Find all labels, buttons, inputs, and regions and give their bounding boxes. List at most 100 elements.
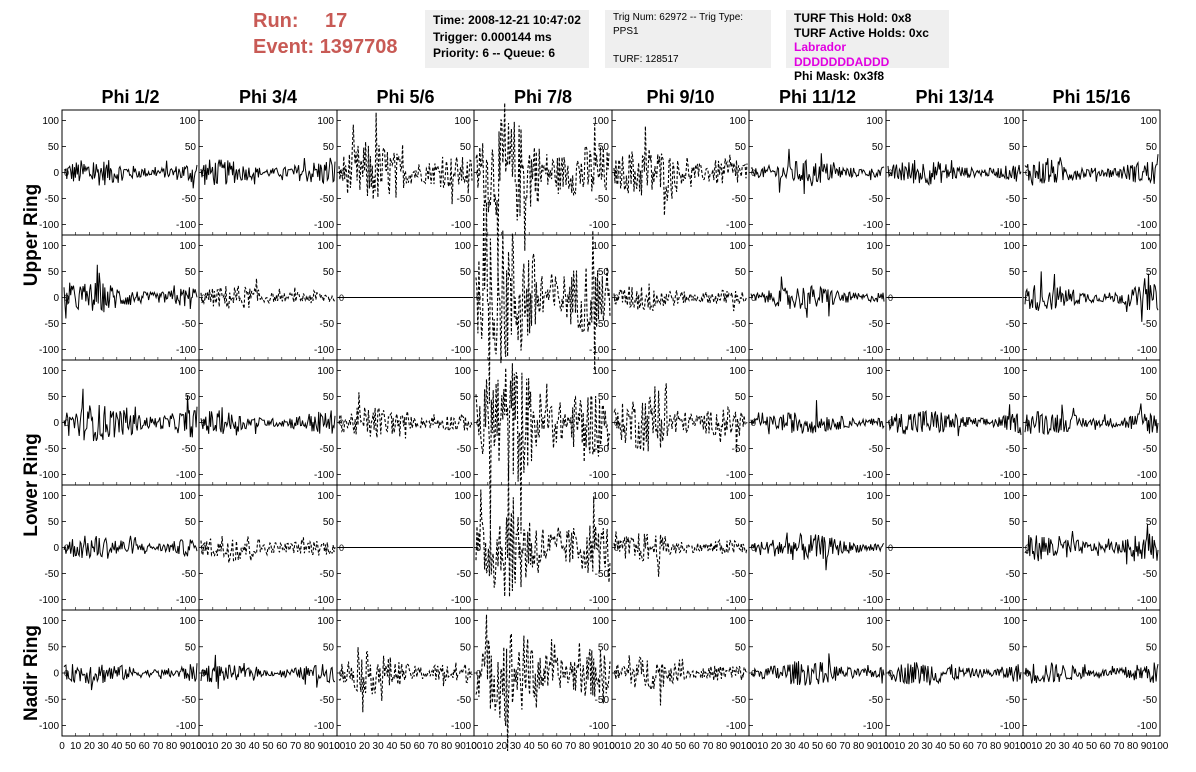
xtick-label-c8-9: 90 <box>1141 741 1153 752</box>
column-header-1: Phi 1/2 <box>101 87 159 107</box>
ytick-label-r4-c8-0: 100 <box>1140 491 1157 502</box>
column-header-5: Phi 9/10 <box>646 87 714 107</box>
ytick-label-r2-c4-1: 50 <box>598 267 610 278</box>
ytick-label-r2-c7-4: -100 <box>1000 345 1020 356</box>
time-info-box: Time: 2008-12-21 10:47:02 Trigger: 0.000… <box>425 10 589 68</box>
ytick-label-r2-c2-1: 50 <box>323 267 335 278</box>
ytick-label-r4-c7-0: 100 <box>1003 491 1020 502</box>
ytick-label-r5-c5-4: -100 <box>726 721 746 732</box>
ytick-label-r4-c4-1: 50 <box>598 517 610 528</box>
ytick-label-r3-c3-4: -100 <box>451 470 471 481</box>
ytick-label-r2-c7-3: -50 <box>1006 319 1021 330</box>
column-header-8: Phi 15/16 <box>1052 87 1130 107</box>
ytick-label-r2-c8-1: 50 <box>1146 267 1158 278</box>
event-line: Event: 1397708 <box>253 34 418 60</box>
ytick-label-r3-c6-1: 50 <box>872 392 884 403</box>
xtick-label-c1-8: 80 <box>166 741 178 752</box>
waveform-r3-c4 <box>475 363 611 534</box>
ytick-label-r3-c3-3: -50 <box>457 444 472 455</box>
xtick-label-c4-4: 40 <box>524 741 536 752</box>
waveform-r1-c1 <box>63 160 198 189</box>
ytick-label-r3-c4-4: -100 <box>589 470 609 481</box>
ytick-label-r5-c4-3: -50 <box>595 695 610 706</box>
xtick-label-c7-8: 80 <box>990 741 1002 752</box>
ytick-label-r4-c3-0: 100 <box>454 491 471 502</box>
turf-this-hold-text: TURF This Hold: 0x8 <box>794 11 912 25</box>
ytick-label-r2-c5-0: 100 <box>729 241 746 252</box>
turf-info-box: TURF This Hold: 0x8 TURF Active Holds: 0… <box>786 10 949 83</box>
column-header-6: Phi 11/12 <box>779 87 856 107</box>
waveform-r5-c7 <box>887 662 1022 686</box>
ytick-label-r2-c3-3: -50 <box>457 319 472 330</box>
xtick-label-c2-3: 30 <box>235 741 247 752</box>
xtick-label-c1-4: 40 <box>111 741 123 752</box>
ytick-zero-r2-c6: 0 <box>751 293 756 303</box>
ytick-label-r3-c4-1: 50 <box>598 392 610 403</box>
ytick-label-r5-c8-3: -50 <box>1143 695 1158 706</box>
xtick-label-c7-3: 30 <box>922 741 934 752</box>
ytick-label-r1-c4-0: 100 <box>592 116 609 127</box>
ytick-label-left-r2-3: -50 <box>45 319 60 330</box>
ytick-label-r3-c3-1: 50 <box>460 392 472 403</box>
ytick-label-r4-c6-3: -50 <box>869 569 884 580</box>
ytick-label-r5-c2-4: -100 <box>314 721 334 732</box>
xtick-label-c2-10: 100 <box>329 741 346 752</box>
ytick-label-r1-c1-1: 50 <box>185 142 197 153</box>
ytick-label-r1-c8-0: 100 <box>1140 116 1157 127</box>
ytick-label-left-r2-4: -100 <box>39 345 59 356</box>
row-label-3: Lower Ring <box>21 433 42 536</box>
ytick-zero-r4-c8: 0 <box>1025 543 1030 553</box>
xtick-label-c6-2: 20 <box>771 741 783 752</box>
ytick-label-r1-c4-3: -50 <box>595 194 610 205</box>
run-value: 17 <box>325 10 348 32</box>
ytick-label-r1-c8-4: -100 <box>1137 220 1157 231</box>
ytick-label-r3-c1-1: 50 <box>185 392 197 403</box>
xtick-label-c8-6: 60 <box>1100 741 1112 752</box>
run-label: Run: <box>253 10 299 32</box>
ytick-label-r1-c2-0: 100 <box>317 116 334 127</box>
waveform-r3-c3 <box>338 392 473 439</box>
xtick-label-c4-8: 80 <box>579 741 591 752</box>
waveform-r5-c5 <box>613 655 748 706</box>
ytick-label-r4-c5-1: 50 <box>735 517 747 528</box>
ytick-label-r5-c3-0: 100 <box>454 616 471 627</box>
ytick-label-r1-c7-0: 100 <box>1003 116 1020 127</box>
waveform-r4-c2 <box>200 536 336 563</box>
ytick-label-r1-c5-3: -50 <box>732 194 747 205</box>
row-label-4: Nadir Ring <box>21 625 42 721</box>
xtick-label-c6-4: 40 <box>798 741 810 752</box>
ytick-label-r2-c1-0: 100 <box>179 241 196 252</box>
ytick-label-r4-c2-0: 100 <box>317 491 334 502</box>
waveform-r1-c2 <box>200 157 336 185</box>
waveform-r1-c4 <box>475 102 611 283</box>
ytick-label-r3-c2-3: -50 <box>320 444 335 455</box>
xtick-label-c5-1: 10 <box>620 741 632 752</box>
ytick-label-r1-c7-3: -50 <box>1006 194 1021 205</box>
ytick-label-left-r1-2: 0 <box>53 168 59 179</box>
ytick-label-r5-c8-4: -100 <box>1137 721 1157 732</box>
ytick-zero-r1-c2: 0 <box>201 168 206 178</box>
waveform-r5-c4 <box>475 614 611 752</box>
ytick-label-r2-c1-4: -100 <box>176 345 196 356</box>
ytick-label-r3-c5-4: -100 <box>726 470 746 481</box>
ytick-label-r3-c8-1: 50 <box>1146 392 1158 403</box>
xtick-label-c5-8: 80 <box>716 741 728 752</box>
xtick-label-c6-0: 0 <box>746 741 752 752</box>
xtick-label-c4-9: 90 <box>593 741 605 752</box>
ytick-label-r4-c4-3: -50 <box>595 569 610 580</box>
ytick-label-left-r3-3: -50 <box>45 444 60 455</box>
ytick-label-left-r4-3: -50 <box>45 569 60 580</box>
ytick-label-r4-c4-4: -100 <box>589 595 609 606</box>
ytick-zero-r2-c2: 0 <box>201 293 206 303</box>
turf-text: TURF: 128517 <box>613 54 679 65</box>
ytick-label-r5-c1-0: 100 <box>179 616 196 627</box>
ytick-label-r1-c8-3: -50 <box>1143 194 1158 205</box>
waveform-r5-c8 <box>1024 662 1159 684</box>
ytick-label-r3-c8-4: -100 <box>1137 470 1157 481</box>
ytick-label-r4-c7-1: 50 <box>1009 517 1021 528</box>
xtick-label-c2-0: 0 <box>196 741 202 752</box>
xtick-label-c4-0: 0 <box>471 741 477 752</box>
ytick-label-left-r3-1: 50 <box>48 392 60 403</box>
xtick-label-c8-2: 20 <box>1045 741 1057 752</box>
waveform-r3-c5 <box>613 383 748 454</box>
